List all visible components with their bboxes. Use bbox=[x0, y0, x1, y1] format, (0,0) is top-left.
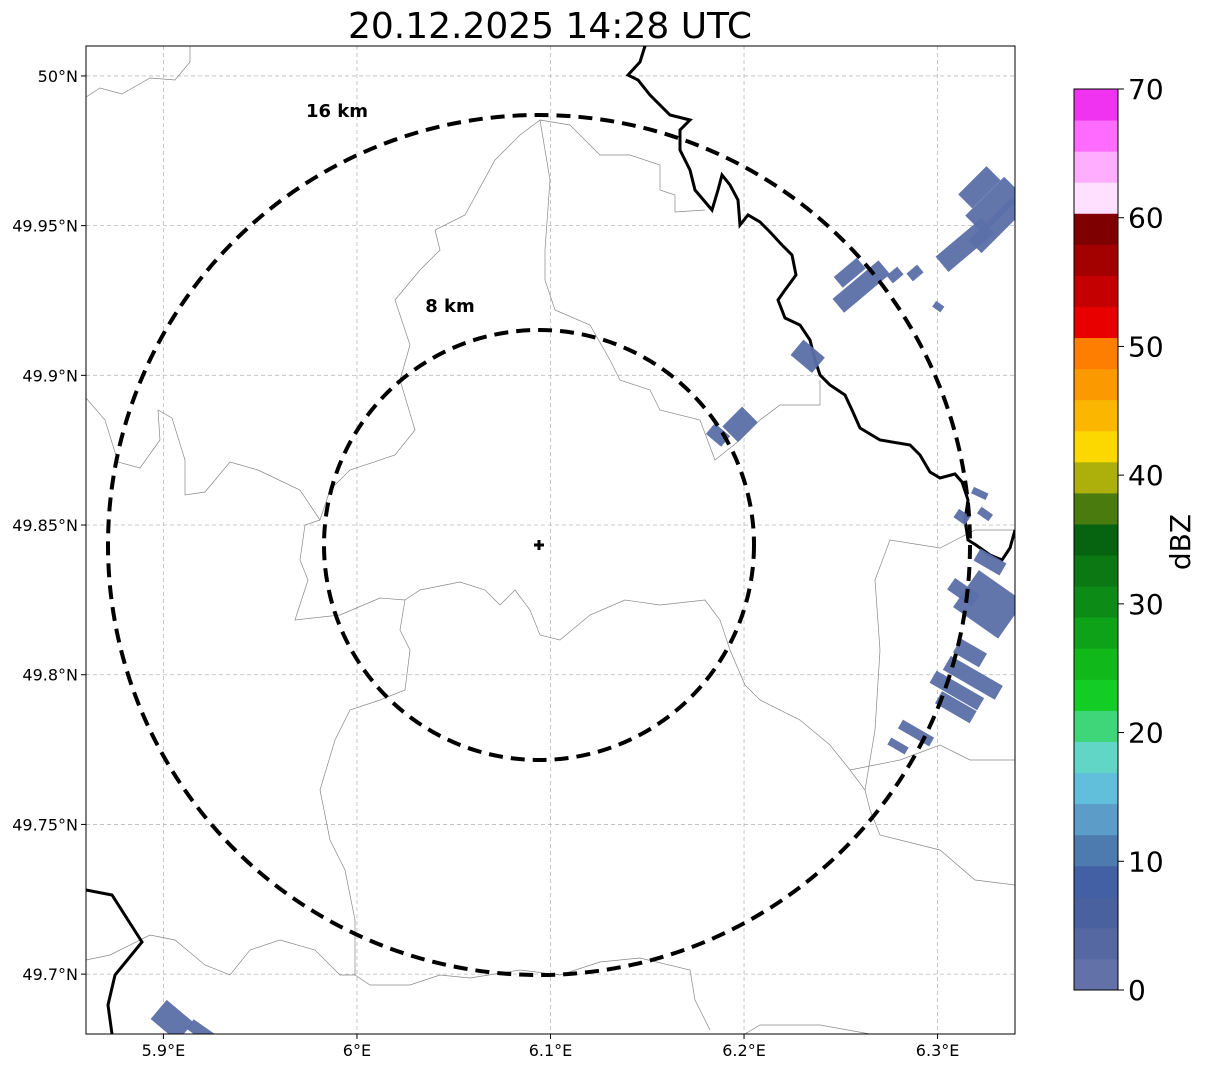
y-tick-label: 49.95°N bbox=[12, 217, 78, 236]
colorbar-segment bbox=[1074, 679, 1118, 711]
x-axis-ticks: 5.9°E 6°E 6.1°E 6.2°E 6.3°E bbox=[142, 1034, 960, 1060]
map-gridlines bbox=[86, 46, 1015, 1034]
range-rings bbox=[106, 113, 972, 977]
colorbar-segment bbox=[1074, 710, 1118, 742]
y-tick-label: 49.75°N bbox=[12, 815, 78, 834]
x-tick-label: 5.9°E bbox=[142, 1041, 186, 1060]
colorbar-segment bbox=[1074, 958, 1118, 991]
colorbar-segment bbox=[1074, 306, 1118, 339]
colorbar-segment bbox=[1074, 151, 1118, 183]
colorbar-segment bbox=[1074, 896, 1118, 929]
colorbar-tick-label: 60 bbox=[1128, 202, 1164, 235]
colorbar-tick-label: 0 bbox=[1128, 974, 1146, 1007]
colorbar-segment bbox=[1074, 741, 1118, 774]
colorbar-segment bbox=[1074, 461, 1118, 494]
colorbar-tick-label: 50 bbox=[1128, 330, 1164, 363]
colorbar-segment bbox=[1074, 648, 1118, 680]
ring-label-8km: 8 km bbox=[425, 296, 475, 317]
range-ring-16km bbox=[106, 113, 972, 977]
colorbar-frame bbox=[1073, 88, 1119, 991]
x-tick-label: 6°E bbox=[343, 1041, 371, 1060]
radar-site-marker bbox=[534, 540, 544, 550]
colorbar-segment bbox=[1074, 182, 1118, 214]
colorbar-segment bbox=[1074, 927, 1118, 960]
colorbar-tick-label: 40 bbox=[1128, 459, 1164, 492]
colorbar-segment bbox=[1074, 430, 1118, 463]
colorbar-segment bbox=[1074, 555, 1118, 587]
radar-map: 16 km 8 km bbox=[86, 46, 1015, 1034]
y-tick-label: 50°N bbox=[38, 67, 78, 86]
y-tick-label: 49.85°N bbox=[12, 516, 78, 535]
colorbar-segment bbox=[1074, 803, 1118, 836]
colorbar-segment bbox=[1074, 368, 1118, 401]
y-axis-ticks: 50°N 49.95°N 49.9°N 49.85°N 49.8°N 49.75°N 49.… bbox=[12, 67, 86, 984]
colorbar-segment bbox=[1074, 586, 1118, 618]
colorbar-segment bbox=[1074, 492, 1118, 525]
x-tick-label: 6.2°E bbox=[722, 1041, 766, 1060]
colorbar-segment bbox=[1074, 120, 1118, 152]
colorbar-segment bbox=[1074, 89, 1118, 121]
colorbar-tick-label: 10 bbox=[1128, 845, 1164, 878]
x-tick-label: 6.1°E bbox=[529, 1041, 573, 1060]
colorbar-segment bbox=[1074, 399, 1118, 432]
national-borders bbox=[86, 46, 1015, 1034]
ring-label-16km: 16 km bbox=[306, 101, 368, 122]
colorbar-segment bbox=[1074, 213, 1118, 245]
municipal-borders bbox=[86, 46, 1015, 1034]
colorbar-label: dBZ bbox=[1164, 514, 1197, 570]
y-tick-label: 49.9°N bbox=[22, 366, 78, 385]
map-title: 20.12.2025 14:28 UTC bbox=[348, 6, 752, 47]
colorbar-segment bbox=[1074, 337, 1118, 370]
y-tick-label: 49.8°N bbox=[22, 666, 78, 685]
range-ring-8km bbox=[322, 328, 756, 762]
colorbar: 0 10 20 30 40 50 60 70 dBZ bbox=[1073, 73, 1197, 1007]
colorbar-segment bbox=[1074, 275, 1118, 307]
colorbar-tick-label: 70 bbox=[1128, 73, 1164, 106]
x-tick-label: 6.3°E bbox=[916, 1041, 960, 1060]
y-tick-label: 49.7°N bbox=[22, 965, 78, 984]
colorbar-tick-label: 20 bbox=[1128, 717, 1164, 750]
colorbar-tick-label: 30 bbox=[1128, 588, 1164, 621]
colorbar-segment bbox=[1074, 617, 1118, 649]
colorbar-segment bbox=[1074, 834, 1118, 867]
colorbar-segment bbox=[1074, 244, 1118, 276]
colorbar-segment bbox=[1074, 523, 1118, 556]
colorbar-segment bbox=[1074, 865, 1118, 898]
colorbar-segment bbox=[1074, 772, 1118, 805]
